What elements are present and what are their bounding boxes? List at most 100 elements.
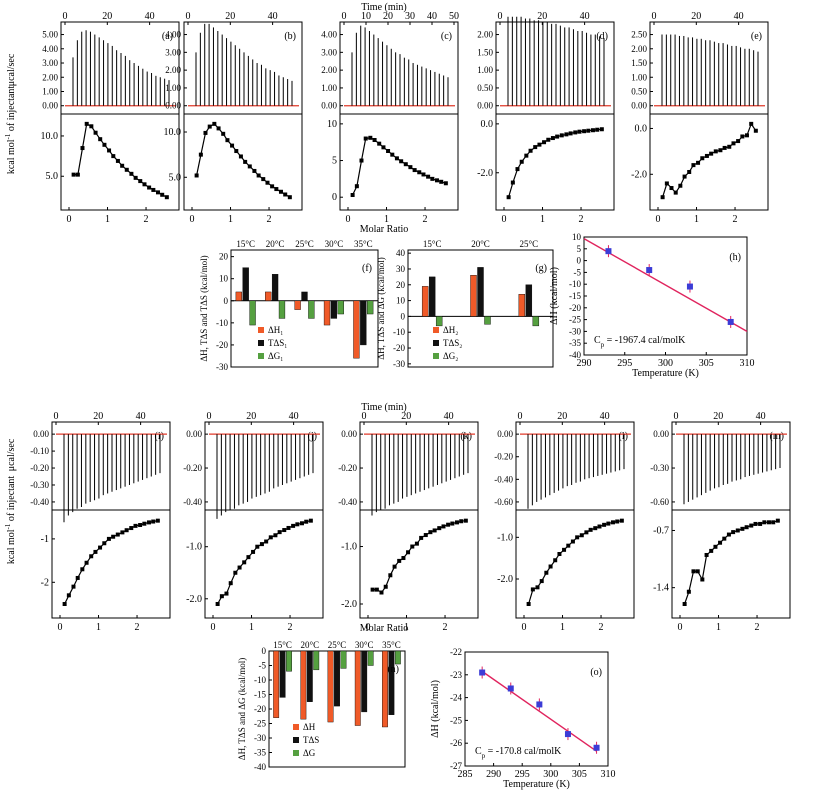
scatter-xtick-label: 305 [699,358,714,369]
isotherm-data-point [691,163,696,168]
molar-ratio-title-bottom: Molar Ratio [360,623,409,634]
bar-yaxis-title: ΔH, TΔS and TΔS (kcal/mol) [199,255,209,361]
isotherm-data-point [93,549,98,554]
annotation-value: = -1967.4 cal/molK [604,335,686,346]
isotherm-data-point [564,132,569,137]
raw-ytick-label: 0.00 [186,429,202,439]
bar-chart-n: -40 -35 -30 -25 -20 -15 -10 -5 0 ΔH, TΔS and ΔG (… [237,640,406,772]
isotherm-data-point [586,128,591,133]
isotherm-data-point [555,134,560,139]
bar-ytick-label: 10 [396,296,406,306]
molar-ratio-tick-label: 2 [135,622,140,633]
time-tick-label: 20 [102,11,112,22]
isotherm-data-point [274,187,279,192]
isotherm-data-point [268,535,273,540]
isotherm-data-point [713,149,718,154]
isotherm-data-point [423,533,428,538]
bar-ΔH₁ [294,300,301,310]
raw-ytick-label: 0.00 [653,429,669,439]
isotherm-data-point [203,130,208,135]
fit-ytick-label: -1.4 [653,583,669,594]
fit-ytick-label: -2.0 [631,169,647,180]
raw-ytick-label: 0.50 [477,83,493,93]
bar-category-label: 20°C [471,239,490,249]
raw-ytick-label: 2.00 [477,30,493,40]
panel-label: (n) [387,664,399,675]
molar-ratio-tick-label: 1 [694,214,699,225]
scatter-ytick-label: 10 [572,232,582,242]
bar-ytick-label: -15 [254,690,266,700]
scatter-xtick-label: 300 [543,769,558,780]
bar-ytick-label: 0 [224,296,229,306]
isotherm-data-point [228,581,233,586]
isotherm-data-point [129,171,134,176]
isotherm-data-point [219,594,224,599]
isotherm-data-point [510,180,515,185]
isotherm-data-point [731,530,736,535]
scatter-frame [464,651,609,767]
time-tick-label: 40 [600,411,610,422]
raw-ytick-label: 0.00 [497,429,513,439]
isotherm-data-point [102,541,107,546]
raw-ytick-label: 4.00 [165,30,181,40]
isotherm-data-point [142,521,147,526]
bar-category-label: 35°C [382,640,401,650]
panel-label: (m) [770,431,784,442]
time-tick-label: 0 [342,11,347,22]
isotherm-data-point [283,192,288,197]
bar-ΔG₂ [484,316,491,325]
rate-unit-top: μcal/sec [6,53,17,86]
isotherm-data-point [718,148,723,153]
time-tick-label: 20 [246,411,256,422]
isotherm-data-point [731,141,736,146]
scatter-chart-h: 290 295 300 305 310 -40 -35 -30-25 -20 -15 -10 -50 5… [549,232,755,379]
raw-ytick-label: -0.40 [30,497,49,507]
itc-panel-frame-bot-0 [51,421,171,619]
isotherm-data-point [115,532,120,537]
scatter-ytick-label: -27 [450,761,462,771]
time-tick-label: 0 [207,411,212,422]
isotherm-data-point [553,558,558,563]
raw-ytick-label: 0.50 [631,86,647,96]
isotherm-data-point [308,518,313,523]
bar-category-label: 20°C [300,640,319,650]
isotherm-data-point [726,532,731,537]
bar-ΔH [273,650,280,718]
isotherm-data-point [408,165,413,170]
raw-ytick-label: -0.10 [30,446,49,456]
bar-ΔG₂ [435,316,443,327]
scatter-xaxis-title: Temperature (K) [503,779,570,790]
fit-ytick-label: 10 [327,119,337,130]
legend-label: ΔG [303,748,316,758]
isotherm-data-point [215,602,220,606]
time-tick-label: 0 [63,11,68,22]
scatter-ytick-label: -5 [574,267,582,277]
scatter-ytick-label: -15 [569,291,581,301]
bar-ΔH₁ [235,291,242,301]
raw-ytick-label: 1.00 [321,83,337,93]
raw-ytick-label: 3.00 [165,47,181,57]
molar-ratio-tick-label: 0 [522,622,527,633]
molar-ratio-tick-label: 0 [678,622,683,633]
itc-top-row: (a)0.001.002.003.004.005.000 20 405.010.00… [41,11,769,225]
isotherm-data-point [155,190,160,195]
isotherm-data-point [124,528,129,533]
scatter-yaxis-title: ΔH (kcal/mol) [549,267,560,325]
isotherm-data-point [515,167,520,172]
fit-ytick-label: 10.0 [41,131,59,142]
isotherm-fit-curve [684,520,778,605]
bar-ytick-label: -10 [216,318,228,328]
isotherm-data-point [682,174,687,179]
heat-unit-prefix: kcal mol [6,139,17,174]
isotherm-data-point [164,195,169,200]
isotherm-data-point [106,536,111,541]
raw-ytick-label: 2.00 [631,44,647,54]
time-tick-label: 20 [537,11,547,22]
isotherm-data-point [71,172,76,177]
isotherm-data-point [359,158,364,163]
isotherm-data-point [749,523,754,528]
isotherm-data-point [577,129,582,134]
bar-category-label: 20°C [266,239,285,249]
raw-ytick-label: 0.00 [33,429,49,439]
time-tick-label: 40 [756,411,766,422]
